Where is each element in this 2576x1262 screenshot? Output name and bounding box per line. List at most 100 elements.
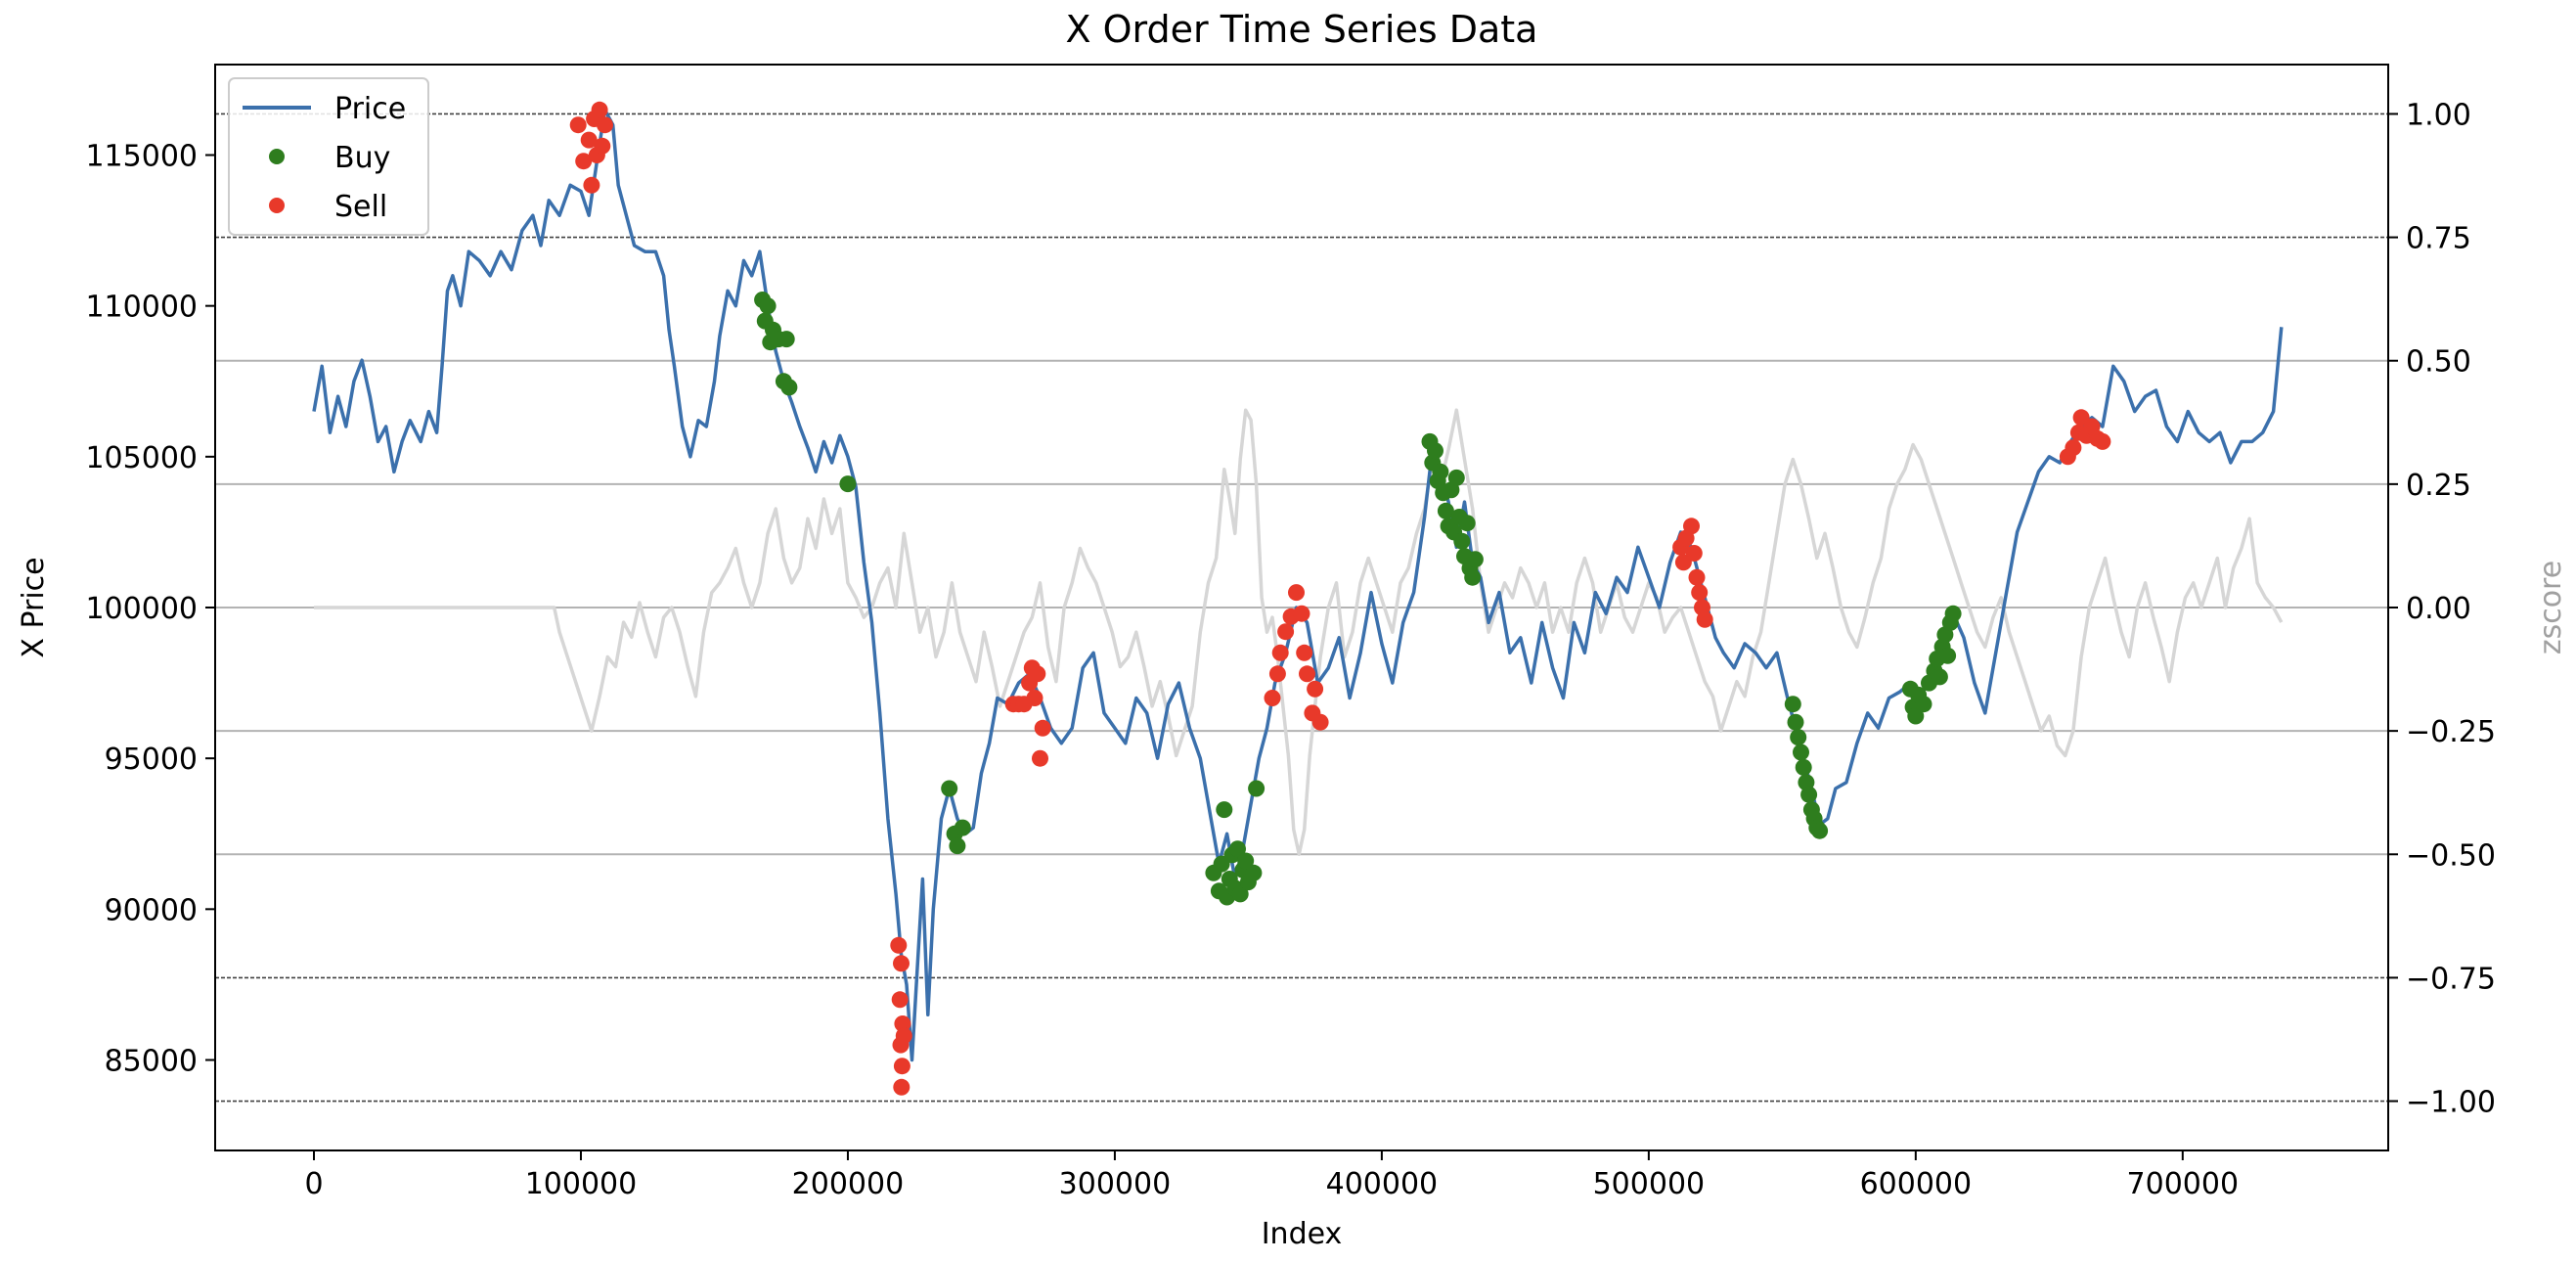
zscore-series (314, 408, 2284, 857)
y-axis-left: 85000 90000 95000 100000 105000 110000 115000 (85, 140, 215, 1079)
sell-point-12 (894, 1015, 911, 1032)
x-tick-label-7: 700000 (2127, 1167, 2240, 1201)
sell-point-16 (895, 1027, 912, 1045)
buy-point-46 (1466, 551, 1484, 568)
legend-sell-label: Sell (334, 190, 387, 224)
sell-markers (569, 101, 2111, 1096)
buy-point-41 (1453, 532, 1471, 550)
y2-tick-label-4: 0.00 (2406, 592, 2471, 626)
sell-point-9 (890, 936, 908, 954)
y2-tick-label-3: −0.25 (2406, 715, 2496, 749)
x-tick-label-4: 400000 (1326, 1167, 1439, 1201)
sell-point-32 (1293, 605, 1310, 622)
y-tick-label-1: 90000 (105, 893, 198, 927)
y-tick-label-2: 95000 (105, 743, 198, 777)
sell-point-48 (2065, 439, 2082, 457)
sell-point-0 (569, 116, 587, 134)
y2-tick-label-2: −0.50 (2406, 838, 2496, 873)
buy-point-8 (780, 379, 798, 396)
zscore-reference-lines (215, 113, 2388, 1103)
y2-axis-title: zscore (2534, 561, 2568, 654)
legend-buy-label: Buy (334, 141, 390, 175)
sell-point-11 (891, 991, 909, 1009)
sell-point-10 (893, 955, 910, 972)
buy-point-57 (1811, 822, 1829, 839)
y2-tick-label-6: 0.50 (2406, 345, 2471, 380)
sell-point-15 (893, 1078, 910, 1096)
buy-point-31 (1427, 442, 1443, 460)
x-tick-label-0: 0 (304, 1167, 323, 1201)
sell-point-31 (1288, 584, 1305, 602)
buy-point-69 (1939, 647, 1957, 664)
x-axis: 0 100000 200000 300000 400000 500000 600000 700… (304, 1150, 2239, 1201)
y-tick-label-3: 100000 (85, 592, 198, 626)
legend-box (228, 77, 429, 236)
y-tick-label-6: 115000 (85, 140, 198, 174)
sell-point-36 (1307, 680, 1324, 698)
sell-point-22 (1026, 690, 1044, 706)
buy-markers (754, 292, 1962, 906)
buy-point-45 (1464, 568, 1482, 586)
x-tick-label-2: 200000 (792, 1167, 905, 1201)
zscore-line (314, 408, 2284, 857)
y-axis-title: X Price (17, 557, 51, 657)
sell-point-41 (1683, 518, 1700, 535)
buy-point-71 (1944, 605, 1962, 622)
buy-point-49 (1790, 729, 1807, 746)
sell-point-42 (1685, 545, 1703, 562)
buy-point-27 (1245, 864, 1263, 881)
buy-point-51 (1795, 758, 1812, 776)
y-tick-label-5: 110000 (85, 291, 198, 325)
sell-point-27 (1268, 665, 1286, 683)
x-tick-label-6: 600000 (1860, 1167, 1973, 1201)
sell-point-37 (1311, 713, 1329, 731)
buy-point-13 (954, 819, 971, 836)
buy-point-50 (1793, 744, 1809, 761)
buy-point-47 (1784, 696, 1801, 713)
sell-point-1 (575, 153, 593, 170)
sell-point-34 (1299, 665, 1315, 683)
sell-point-46 (1696, 610, 1713, 628)
sell-point-3 (583, 176, 600, 194)
sell-point-29 (1277, 623, 1295, 641)
sell-point-25 (1034, 719, 1051, 737)
sell-point-26 (1264, 690, 1281, 706)
chart-title: X Order Time Series Data (1066, 8, 1538, 51)
buy-point-48 (1787, 713, 1804, 731)
x-tick-label-1: 100000 (525, 1167, 638, 1201)
y-axis-right: −1.00 −0.75 −0.50 −0.25 0.00 0.25 0.50 0.75 1.00 (2388, 98, 2496, 1120)
y2-tick-label-5: 0.25 (2406, 469, 2471, 503)
y2-tick-label-0: −1.00 (2406, 1086, 2496, 1120)
sell-point-24 (1032, 749, 1048, 767)
sell-point-28 (1271, 644, 1289, 661)
sell-point-7 (594, 137, 611, 155)
x-tick-label-5: 500000 (1593, 1167, 1706, 1201)
legend-price-label: Price (334, 92, 406, 126)
sell-point-43 (1688, 568, 1706, 586)
buy-point-62 (1915, 696, 1932, 713)
buy-point-2 (759, 297, 777, 315)
sell-point-33 (1296, 644, 1313, 661)
buy-point-39 (1447, 469, 1465, 486)
buy-point-33 (1432, 463, 1449, 480)
legend-sell-swatch (269, 198, 285, 213)
buy-point-9 (839, 475, 857, 493)
x-tick-label-3: 300000 (1059, 1167, 1172, 1201)
legend-buy-swatch (269, 149, 285, 164)
sell-point-54 (2094, 432, 2111, 450)
buy-point-35 (1437, 502, 1454, 519)
y2-tick-label-8: 1.00 (2406, 98, 2471, 132)
sell-point-6 (591, 101, 608, 118)
x-axis-title: Index (1262, 1217, 1343, 1251)
sell-point-14 (893, 1058, 910, 1075)
sell-point-44 (1691, 584, 1709, 602)
buy-point-17 (1216, 801, 1233, 819)
buy-point-28 (1248, 780, 1266, 797)
buy-point-12 (949, 837, 966, 855)
buy-point-53 (1800, 786, 1818, 803)
buy-point-23 (1231, 885, 1249, 903)
y2-tick-label-1: −0.75 (2406, 962, 2496, 996)
buy-point-6 (777, 331, 795, 348)
sell-point-8 (597, 116, 613, 134)
y-tick-label-0: 85000 (105, 1045, 198, 1079)
